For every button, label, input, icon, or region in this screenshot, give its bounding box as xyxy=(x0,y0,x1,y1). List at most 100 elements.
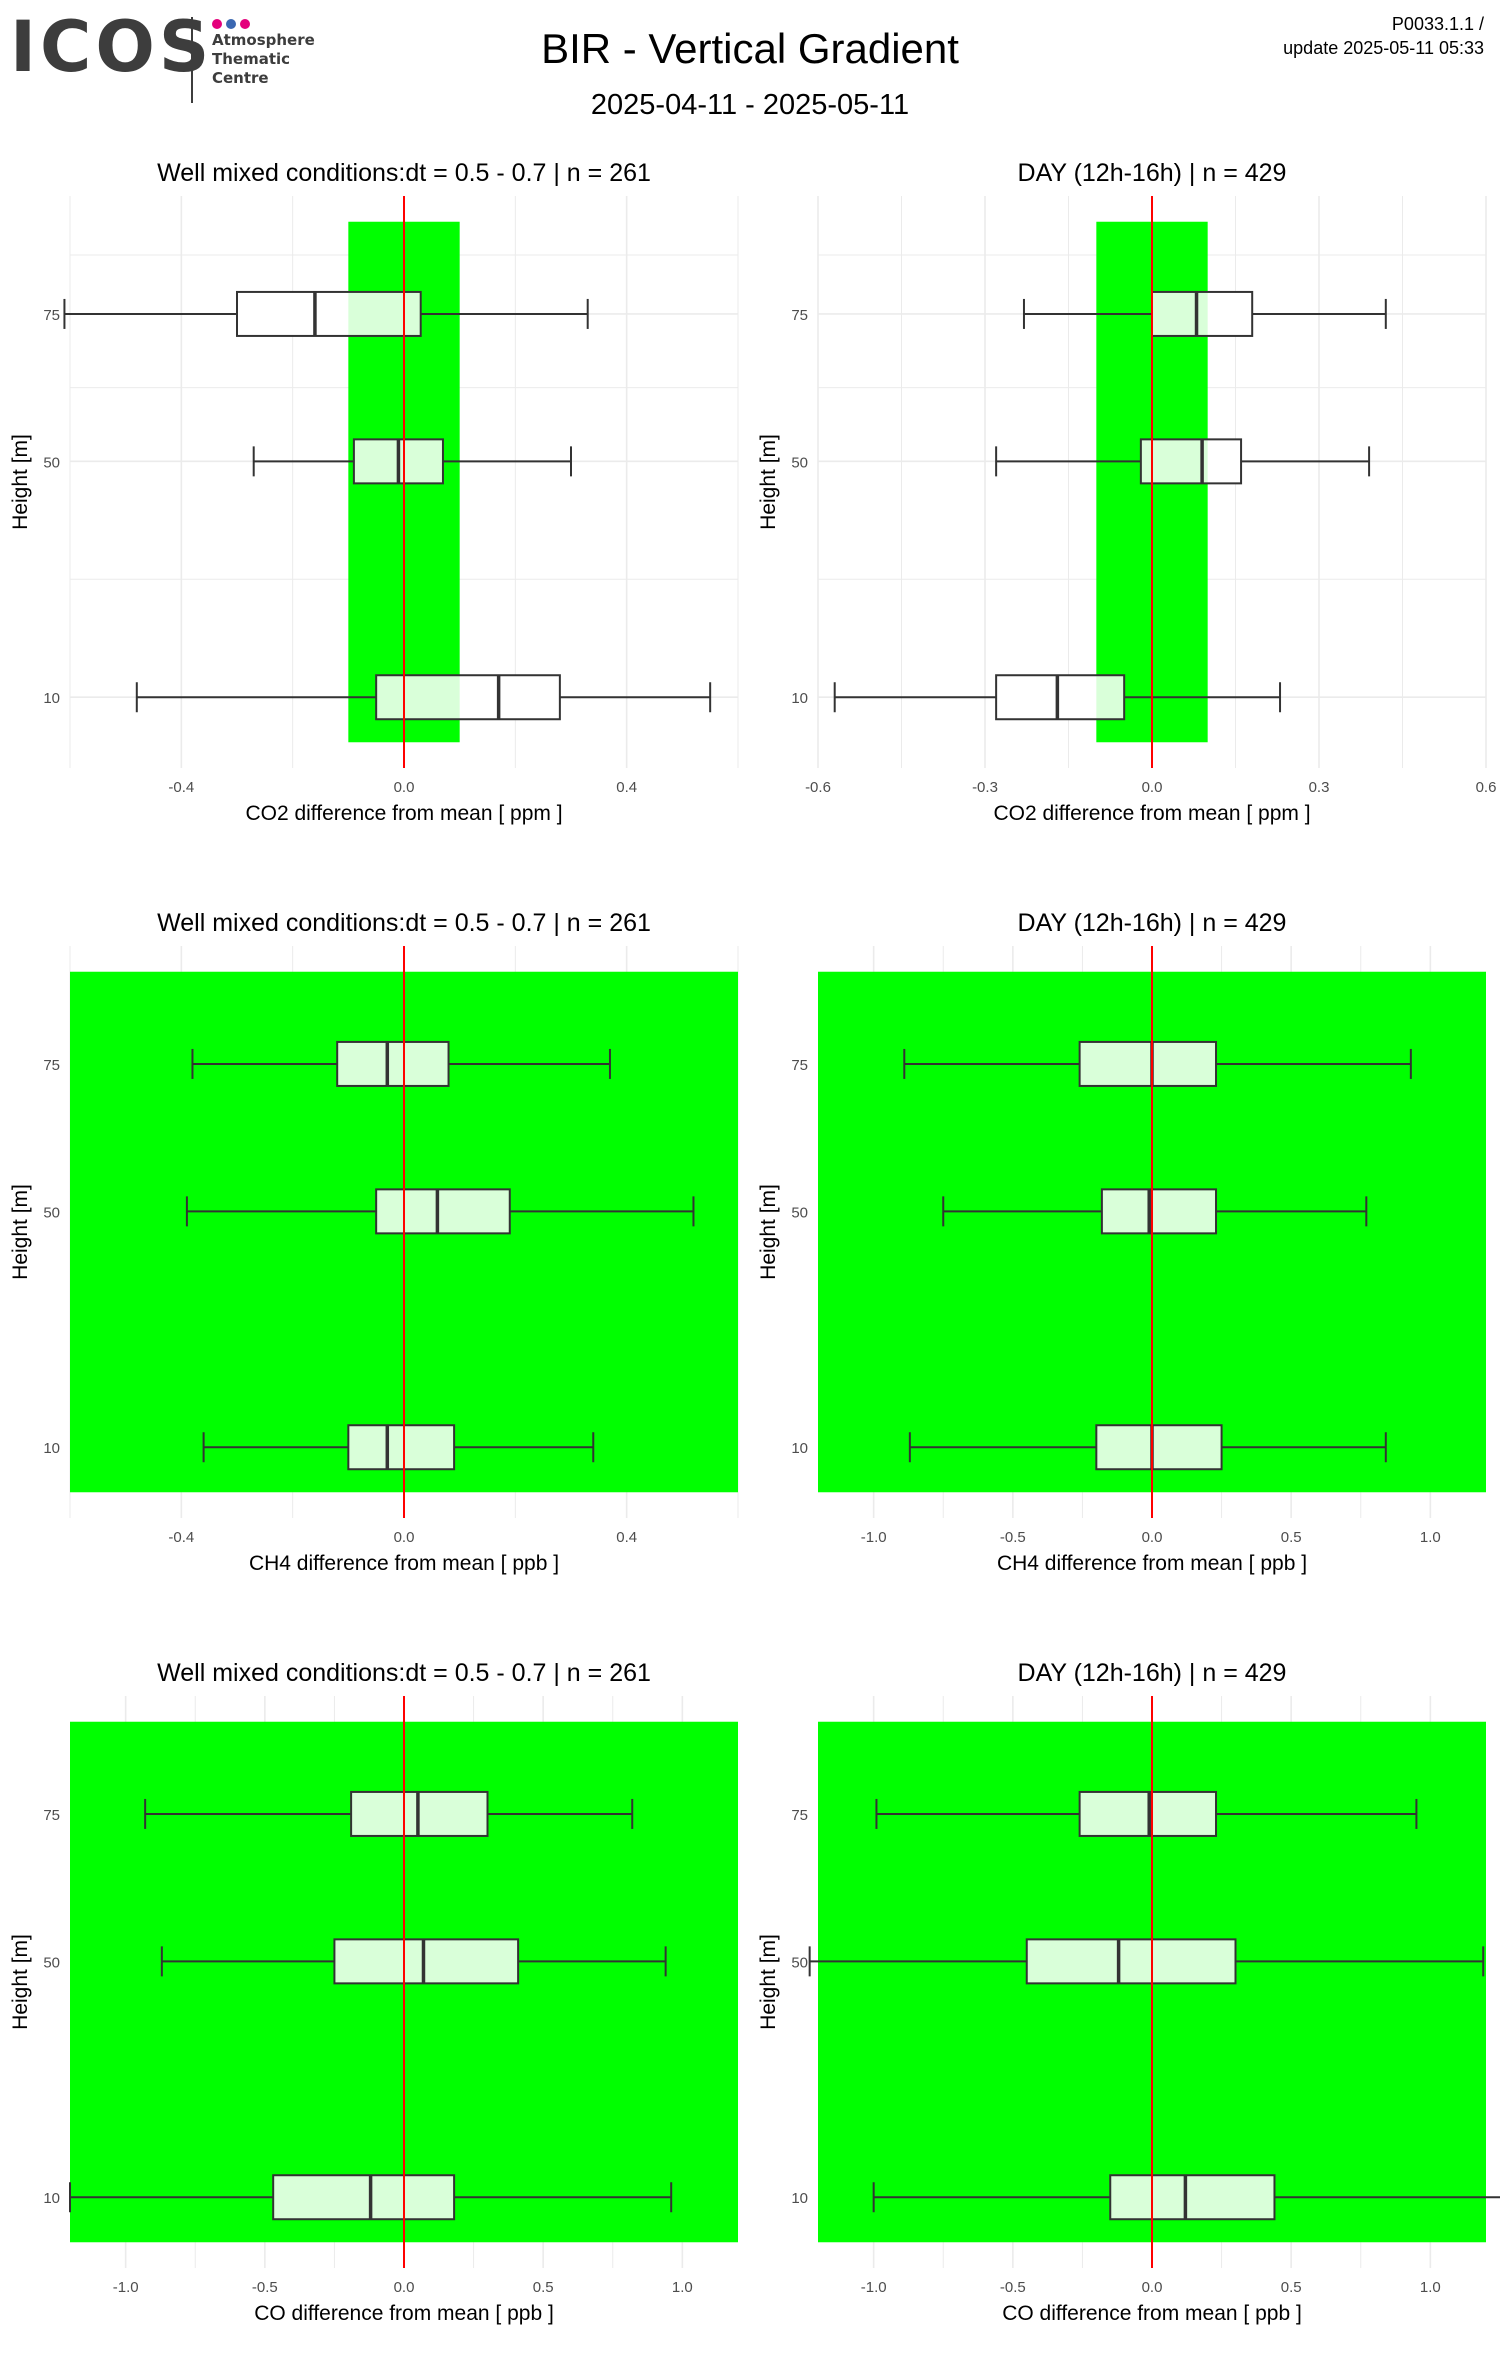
x-tick-label: 1.0 xyxy=(1420,1529,1441,1546)
box-fill-inside xyxy=(376,675,460,720)
x-axis-label: CO2 difference from mean [ ppm ] xyxy=(993,802,1310,825)
box-iqr xyxy=(1095,1424,1223,1471)
x-tick-label: 0.0 xyxy=(1142,1529,1163,1546)
y-axis-label: Height [m] xyxy=(757,1934,780,2030)
logo-dot-icon xyxy=(212,19,222,29)
chart-panel-5: -1.0 -0.5 0.0 0.5 1.0 10 50 75 Well mixed condit… xyxy=(9,1659,738,2325)
x-tick-label: 0.5 xyxy=(1281,1529,1302,1546)
update-timestamp: update 2025-05-11 05:33 xyxy=(1283,38,1484,58)
x-axis-label: CH4 difference from mean [ ppb ] xyxy=(997,1552,1307,1575)
logo-divider xyxy=(191,17,193,103)
y-axis-label: Height [m] xyxy=(9,434,32,530)
y-tick-label: 50 xyxy=(43,454,60,471)
y-tick-label: 75 xyxy=(43,1057,60,1074)
x-tick-label: 0.5 xyxy=(533,2279,554,2296)
box-iqr xyxy=(1139,438,1243,485)
report-header: ICOS Atmosphere Thematic Centre BIR - Ve… xyxy=(0,0,1500,130)
box-iqr xyxy=(1025,1938,1237,1985)
box-iqr xyxy=(336,1040,450,1087)
logo-dot-icon xyxy=(226,19,236,29)
logo-dot-icon xyxy=(240,19,250,29)
x-tick-label: 0.0 xyxy=(1142,2279,1163,2296)
box-fill-inside xyxy=(1140,439,1208,484)
chart-title: Well mixed conditions:dt = 0.5 - 0.7 | n… xyxy=(157,1659,651,1687)
logo-subtitle-line: Centre xyxy=(212,69,269,87)
chart-panel-4: -1.0 -0.5 0.0 0.5 1.0 10 50 75 DAY (12h-16h) | n… xyxy=(757,909,1486,1575)
y-tick-label: 50 xyxy=(791,1954,808,1971)
x-tick-label: -0.5 xyxy=(252,2279,278,2296)
box-iqr xyxy=(375,674,561,721)
box-fill-inside xyxy=(1101,1189,1217,1234)
box-fill-inside xyxy=(1152,291,1208,336)
y-tick-label: 10 xyxy=(43,2190,60,2207)
box-iqr xyxy=(347,1424,456,1471)
box-fill-inside xyxy=(1096,1425,1222,1470)
page-title: BIR - Vertical Gradient xyxy=(541,25,959,72)
x-tick-label: 0.0 xyxy=(394,2279,415,2296)
icos-logo: ICOS xyxy=(10,6,214,88)
x-tick-label: 0.0 xyxy=(1142,779,1163,796)
product-code: P0033.1.1 / xyxy=(1391,14,1484,34)
chart-title: DAY (12h-16h) | n = 429 xyxy=(1018,1659,1287,1687)
x-axis-label: CO difference from mean [ ppb ] xyxy=(1002,2302,1302,2325)
x-tick-label: 0.0 xyxy=(394,779,415,796)
box-iqr xyxy=(333,1938,520,1985)
y-tick-label: 10 xyxy=(791,2190,808,2207)
box-fill-inside xyxy=(376,1189,510,1234)
product-meta: P0033.1.1 / update 2025-05-11 05:33 xyxy=(1283,12,1484,60)
chart-title: Well mixed conditions:dt = 0.5 - 0.7 | n… xyxy=(157,909,651,937)
chart-title: Well mixed conditions:dt = 0.5 - 0.7 | n… xyxy=(157,159,651,187)
box-fill-inside xyxy=(1096,675,1125,720)
y-tick-label: 50 xyxy=(791,1204,808,1221)
logo-subtitle-line: Atmosphere xyxy=(212,31,315,49)
x-tick-label: -0.5 xyxy=(1000,2279,1026,2296)
y-tick-label: 10 xyxy=(791,690,808,707)
x-tick-label: 1.0 xyxy=(672,2279,693,2296)
x-tick-label: -0.6 xyxy=(805,779,831,796)
x-tick-label: 0.6 xyxy=(1476,779,1497,796)
x-tick-label: -0.5 xyxy=(1000,1529,1026,1546)
x-axis-label: CH4 difference from mean [ ppb ] xyxy=(249,1552,559,1575)
y-tick-label: 75 xyxy=(43,1807,60,1824)
y-tick-label: 50 xyxy=(43,1204,60,1221)
box-iqr xyxy=(1100,1188,1218,1235)
box-fill-inside xyxy=(1110,2175,1275,2220)
box-fill-inside xyxy=(273,2175,455,2220)
x-axis-label: CO2 difference from mean [ ppm ] xyxy=(245,802,562,825)
x-tick-label: -0.4 xyxy=(168,1529,194,1546)
box-fill-inside xyxy=(1026,1939,1236,1984)
y-axis-label: Height [m] xyxy=(9,1184,32,1280)
x-tick-label: 1.0 xyxy=(1420,2279,1441,2296)
box-fill-inside xyxy=(334,1939,519,1984)
chart-panel-6: -1.0 -0.5 0.0 0.5 1.0 10 50 75 DAY (12h-16h) | n… xyxy=(757,1659,1500,2325)
x-tick-label: 0.3 xyxy=(1309,779,1330,796)
y-axis-label: Height [m] xyxy=(9,1934,32,2030)
x-tick-label: -1.0 xyxy=(861,1529,887,1546)
y-tick-label: 75 xyxy=(43,307,60,324)
box-iqr xyxy=(375,1188,511,1235)
box-iqr xyxy=(272,2174,456,2221)
y-tick-label: 75 xyxy=(791,307,808,324)
y-tick-label: 50 xyxy=(791,454,808,471)
y-tick-label: 75 xyxy=(791,1057,808,1074)
x-axis-label: CO difference from mean [ ppb ] xyxy=(254,2302,554,2325)
box-iqr xyxy=(995,674,1126,721)
chart-panel-3: -0.4 0.0 0.4 10 50 75 Well mixed conditions:dt… xyxy=(9,909,739,1575)
logo-subtitle-line: Thematic xyxy=(212,50,291,68)
x-tick-label: -1.0 xyxy=(113,2279,139,2296)
box-iqr xyxy=(1109,2174,1276,2221)
y-tick-label: 10 xyxy=(43,690,60,707)
chart-panel-1: -0.4 0.0 0.4 10 50 75 Well mixed conditions:dt… xyxy=(9,159,739,825)
x-tick-label: 0.4 xyxy=(616,1529,637,1546)
chart-title: DAY (12h-16h) | n = 429 xyxy=(1018,909,1287,937)
y-axis-label: Height [m] xyxy=(757,434,780,530)
x-tick-label: -0.4 xyxy=(168,779,194,796)
box-fill-inside xyxy=(348,1425,455,1470)
box-fill-inside xyxy=(1079,1041,1217,1086)
date-range: 2025-04-11 - 2025-05-11 xyxy=(590,89,910,121)
logo-dots-icon xyxy=(212,16,254,29)
box-iqr xyxy=(1078,1040,1218,1087)
y-tick-label: 10 xyxy=(43,1440,60,1457)
y-tick-label: 75 xyxy=(791,1807,808,1824)
logo-subtitle: Atmosphere Thematic Centre xyxy=(212,31,315,88)
